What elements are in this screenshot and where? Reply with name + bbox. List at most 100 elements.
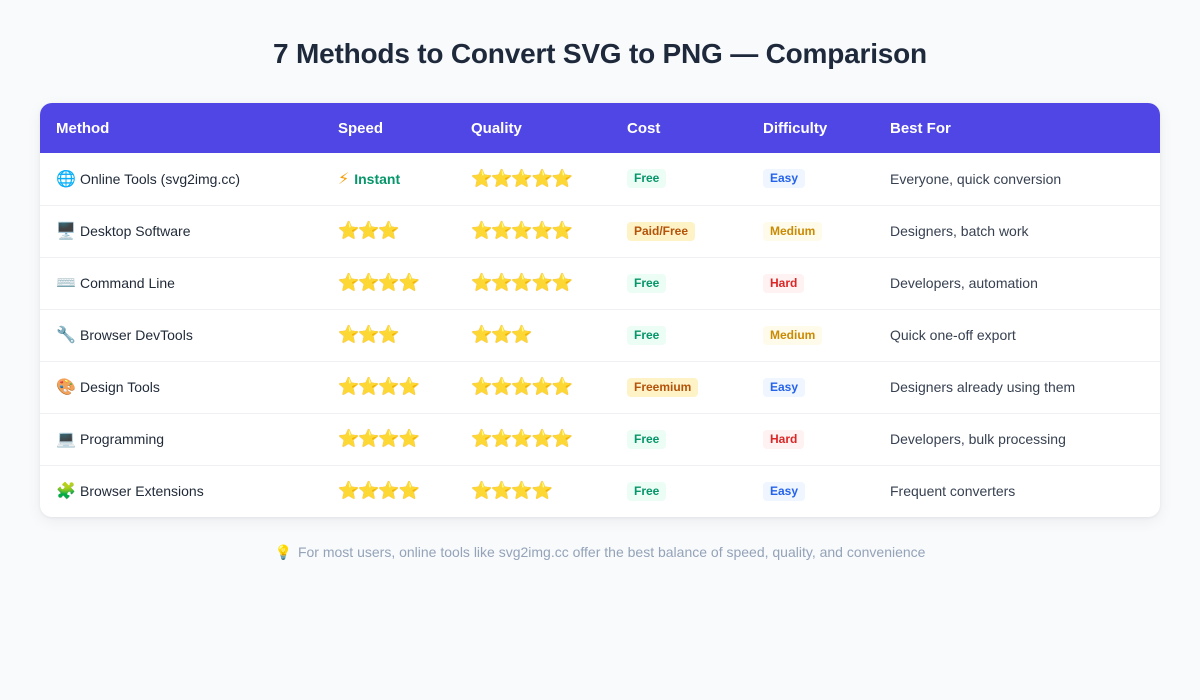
method-cell: 💻 Programming bbox=[40, 412, 322, 465]
header-quality: Quality bbox=[471, 119, 522, 137]
cost-badge: Free bbox=[627, 273, 667, 293]
cost-cell: Free bbox=[611, 308, 747, 361]
best-for-cell: Developers, automation bbox=[874, 256, 1160, 309]
difficulty-cell: Medium bbox=[747, 204, 874, 257]
header-method: Method bbox=[56, 119, 110, 137]
speed-cell: ⭐⭐⭐ bbox=[322, 308, 455, 361]
quality-stars: ⭐⭐⭐⭐ bbox=[471, 481, 553, 501]
cost-cell: Free bbox=[611, 464, 747, 517]
table-row: 🖥️ Desktop Software ⭐⭐⭐ ⭐⭐⭐⭐⭐ Paid/Free … bbox=[40, 204, 1160, 257]
cost-badge: Free bbox=[627, 481, 667, 501]
quality-stars: ⭐⭐⭐⭐⭐ bbox=[471, 429, 573, 448]
cost-badge: Free bbox=[627, 325, 667, 345]
speed-stars: ⭐⭐⭐ bbox=[338, 325, 400, 344]
header-best-for: Best For bbox=[890, 119, 951, 137]
difficulty-badge: Hard bbox=[763, 429, 805, 449]
cost-cell: Freemium bbox=[611, 360, 747, 413]
difficulty-cell: Easy bbox=[747, 153, 874, 205]
quality-cell: ⭐⭐⭐⭐⭐ bbox=[455, 153, 611, 205]
speed-stars: ⭐⭐⭐⭐ bbox=[338, 273, 420, 292]
wrench-icon: 🔧 bbox=[56, 327, 76, 344]
best-for-cell: Everyone, quick conversion bbox=[890, 170, 1062, 187]
cost-cell: Free bbox=[611, 256, 747, 309]
difficulty-badge: Easy bbox=[763, 169, 806, 189]
difficulty-cell: Hard bbox=[747, 412, 874, 465]
speed-stars: ⭐⭐⭐⭐ bbox=[338, 377, 420, 396]
method-name: Command Line bbox=[80, 275, 175, 291]
cost-badge: Free bbox=[627, 169, 667, 189]
quality-stars: ⭐⭐⭐ bbox=[471, 325, 533, 344]
method-name: Design Tools bbox=[80, 379, 160, 395]
difficulty-cell: Medium bbox=[747, 308, 874, 361]
speed-stars: ⭐⭐⭐⭐ bbox=[338, 429, 420, 448]
method-name: Browser DevTools bbox=[80, 327, 193, 343]
page-title: 7 Methods to Convert SVG to PNG — Compar… bbox=[273, 38, 927, 69]
difficulty-badge: Medium bbox=[763, 221, 823, 241]
quality-cell: ⭐⭐⭐⭐⭐ bbox=[455, 256, 611, 309]
table-row: 💻 Programming ⭐⭐⭐⭐ ⭐⭐⭐⭐⭐ Free Hard Devel… bbox=[40, 412, 1160, 465]
cost-badge: Freemium bbox=[627, 377, 699, 397]
header-difficulty: Difficulty bbox=[763, 119, 828, 137]
table-row: 🧩 Browser Extensions ⭐⭐⭐⭐ ⭐⭐⭐⭐ Free Easy… bbox=[40, 464, 1160, 517]
method-cell: 🔧 Browser DevTools bbox=[40, 308, 322, 361]
quality-stars: ⭐⭐⭐⭐⭐ bbox=[471, 221, 573, 240]
quality-cell: ⭐⭐⭐ bbox=[455, 308, 611, 361]
cost-cell: Paid/Free bbox=[611, 204, 747, 257]
best-for-cell: Quick one-off export bbox=[874, 308, 1160, 361]
table-header-row: Method Speed Quality Cost Difficulty Bes… bbox=[40, 103, 1160, 153]
speed-text: Instant bbox=[354, 170, 401, 187]
laptop-icon: 💻 bbox=[56, 431, 76, 448]
difficulty-badge: Easy bbox=[763, 377, 806, 397]
best-for-cell: Designers, batch work bbox=[874, 204, 1160, 257]
header-cost: Cost bbox=[627, 119, 661, 137]
quality-stars: ⭐⭐⭐⭐⭐ bbox=[471, 377, 573, 396]
lightning-icon: ⚡ bbox=[338, 170, 350, 188]
method-cell: 🌐 Online Tools (svg2img.cc) bbox=[40, 153, 322, 205]
quality-cell: ⭐⭐⭐⭐⭐ bbox=[455, 412, 611, 465]
cost-badge: Paid/Free bbox=[627, 221, 696, 241]
quality-stars: ⭐⭐⭐⭐⭐ bbox=[471, 168, 573, 188]
speed-cell: ⭐⭐⭐⭐ bbox=[322, 412, 455, 465]
cost-cell: Free bbox=[611, 412, 747, 465]
method-name: Online Tools (svg2img.cc) bbox=[80, 170, 241, 187]
comparison-table-card: Method Speed Quality Cost Difficulty Bes… bbox=[40, 103, 1160, 517]
comparison-table: Method Speed Quality Cost Difficulty Bes… bbox=[40, 103, 1160, 517]
difficulty-cell: Hard bbox=[747, 256, 874, 309]
table-row: 🎨 Design Tools ⭐⭐⭐⭐ ⭐⭐⭐⭐⭐ Freemium Easy … bbox=[40, 360, 1160, 413]
footer-text: For most users, online tools like svg2im… bbox=[297, 544, 926, 560]
method-cell: 🖥️ Desktop Software bbox=[40, 204, 322, 257]
cost-badge: Free bbox=[627, 429, 667, 449]
globe-icon: 🌐 bbox=[56, 170, 76, 188]
difficulty-badge: Hard bbox=[763, 273, 805, 293]
table-row: 🌐 Online Tools (svg2img.cc) ⚡ Instant ⭐⭐⭐… bbox=[40, 153, 1160, 205]
method-cell: 🧩 Browser Extensions bbox=[40, 464, 322, 517]
quality-cell: ⭐⭐⭐⭐⭐ bbox=[455, 360, 611, 413]
speed-cell: ⚡ Instant bbox=[322, 153, 455, 205]
speed-cell: ⭐⭐⭐⭐ bbox=[322, 464, 455, 517]
method-cell: 🎨 Design Tools bbox=[40, 360, 322, 413]
speed-stars: ⭐⭐⭐⭐ bbox=[338, 481, 420, 501]
best-for-cell: Designers already using them bbox=[874, 360, 1160, 413]
speed-instant: ⚡ Instant bbox=[338, 169, 400, 189]
table-row: 🔧 Browser DevTools ⭐⭐⭐ ⭐⭐⭐ Free Medium Q… bbox=[40, 308, 1160, 361]
speed-cell: ⭐⭐⭐⭐ bbox=[322, 360, 455, 413]
speed-cell: ⭐⭐⭐ bbox=[322, 204, 455, 257]
header-speed: Speed bbox=[338, 119, 384, 137]
quality-cell: ⭐⭐⭐⭐⭐ bbox=[455, 204, 611, 257]
quality-cell: ⭐⭐⭐⭐ bbox=[455, 464, 611, 517]
method-name: Programming bbox=[80, 431, 165, 447]
method-cell: ⌨️ Command Line bbox=[40, 256, 322, 309]
palette-icon: 🎨 bbox=[56, 379, 76, 396]
speed-stars: ⭐⭐⭐ bbox=[338, 221, 400, 240]
footer-note: 💡 For most users, online tools like svg2i… bbox=[0, 544, 1200, 561]
speed-cell: ⭐⭐⭐⭐ bbox=[322, 256, 455, 309]
table-row: ⌨️ Command Line ⭐⭐⭐⭐ ⭐⭐⭐⭐⭐ Free Hard Dev… bbox=[40, 256, 1160, 309]
method-name: Browser Extensions bbox=[80, 483, 204, 500]
cost-cell: Free bbox=[611, 153, 747, 205]
difficulty-badge: Easy bbox=[763, 481, 806, 501]
difficulty-cell: Easy bbox=[747, 360, 874, 413]
quality-stars: ⭐⭐⭐⭐⭐ bbox=[471, 273, 573, 292]
lightbulb-icon: 💡 bbox=[274, 544, 292, 560]
method-name: Desktop Software bbox=[80, 223, 191, 239]
best-for-cell: Developers, bulk processing bbox=[874, 412, 1160, 465]
